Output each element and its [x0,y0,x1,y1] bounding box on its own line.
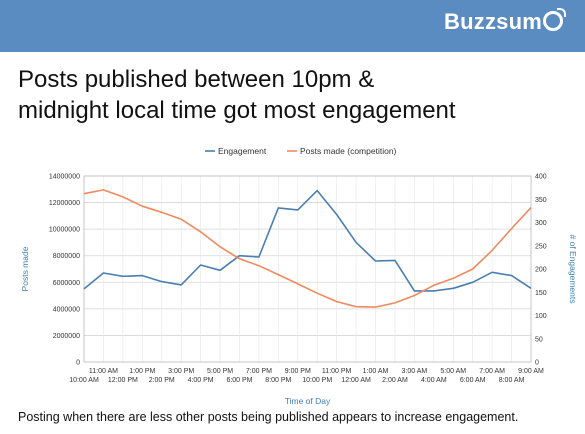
x-tick-label: 3:00 AM [402,368,428,375]
x-tick-label: 8:00 PM [265,377,291,384]
x-tick-label: 6:00 AM [460,377,486,384]
x-tick-label: 5:00 PM [207,368,233,375]
x-tick-label: 4:00 AM [421,377,447,384]
x-tick-label: 2:00 AM [382,377,408,384]
plot-frame [83,175,532,363]
x-tick-label: 12:00 PM [108,377,138,384]
x-tick-label: 6:00 PM [226,377,252,384]
x-tick-label: 1:00 PM [129,368,155,375]
series-line-engagement [83,189,532,292]
line-chart: Engagement Posts made (competition) 02000… [20,146,578,406]
x-tick-label: 3:00 PM [168,368,194,375]
left-tick-label: 0 [76,360,80,367]
x-tick-label: 1:00 AM [363,368,389,375]
x-tick-label: 7:00 AM [479,368,505,375]
right-tick-label: 200 [535,267,547,274]
right-tick-label: 0 [535,360,539,367]
x-tick-label: 8:00 AM [499,377,525,384]
x-axis-title: Time of Day [285,396,331,406]
x-tick-label: 10:00 AM [69,377,99,384]
legend-label: Engagement [218,146,267,156]
left-tick-label: 4000000 [53,306,80,313]
chart-series [83,189,532,308]
series-line-posts [83,189,532,308]
left-tick-label: 14000000 [49,174,80,181]
right-axis-title: # of Engagements [568,235,578,304]
brand-logo: Buzzsum [444,8,566,35]
x-tick-label: 5:00 AM [440,368,466,375]
x-tick-label: 11:00 PM [322,368,352,375]
x-tick-label: 11:00 AM [89,368,118,375]
x-tick-label: 9:00 PM [285,368,311,375]
right-tick-label: 300 [535,220,547,227]
left-axis-ticks: 0 2000000 4000000 6000000 8000000 10000000 120… [49,174,80,367]
right-tick-label: 350 [535,197,547,204]
right-tick-label: 250 [535,243,547,250]
title-line-2: midnight local time got most engagement [18,97,456,124]
x-tick-label: 4:00 PM [188,377,214,384]
left-axis-title: Posts made [20,246,30,291]
x-tick-label: 9:00 AM [518,368,544,375]
right-tick-label: 150 [535,290,547,297]
left-tick-label: 10000000 [49,227,80,234]
brand-o-icon [543,8,566,31]
right-tick-label: 400 [535,174,547,181]
x-tick-label: 10:00 PM [302,377,332,384]
title-line-1: Posts published between 10pm & [18,66,375,93]
header-bar: Buzzsum [0,0,585,52]
chart-grid [83,175,532,363]
right-tick-label: 100 [535,313,547,320]
legend-label: Posts made (competition) [300,146,397,156]
left-tick-label: 6000000 [53,280,80,287]
x-tick-label: 2:00 PM [149,377,175,384]
x-tick-label: 7:00 PM [246,368,272,375]
slide-caption: Posting when there are less other posts … [18,410,519,424]
left-tick-label: 2000000 [53,333,80,340]
left-tick-label: 12000000 [49,200,80,207]
right-axis-ticks: 0 50 100 150 200 250 300 350 400 [535,174,547,367]
right-tick-label: 50 [535,336,543,343]
slide-title: Posts published between 10pm & midnight … [18,64,578,126]
chart-legend: Engagement Posts made (competition) [205,146,397,156]
x-axis-ticks: 10:00 AM 11:00 AM 12:00 PM 1:00 PM 2:00 PM 3:… [69,368,544,384]
x-tick-label: 12:00 AM [341,377,371,384]
left-tick-label: 8000000 [53,253,80,260]
brand-text: Buzzsum [444,9,542,34]
